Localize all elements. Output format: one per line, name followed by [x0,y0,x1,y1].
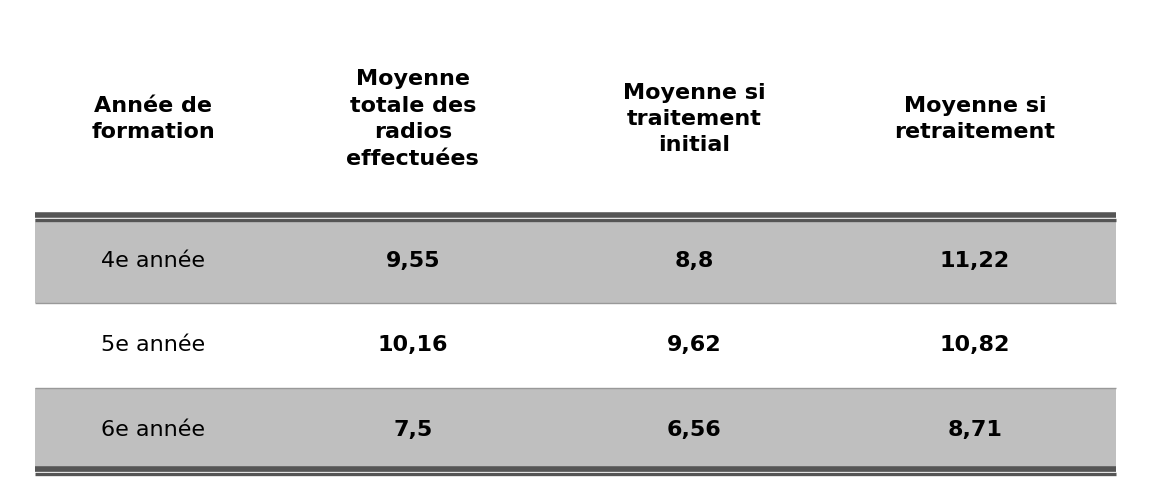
Text: Année de
formation: Année de formation [92,96,215,142]
Text: 4e année: 4e année [101,251,206,271]
Text: Moyenne
totale des
radios
effectuées: Moyenne totale des radios effectuées [346,69,480,169]
Text: Moyenne si
traitement
initial: Moyenne si traitement initial [622,82,765,155]
Text: 6,56: 6,56 [667,420,721,440]
Bar [34,388,1116,472]
Text: Moyenne si
retraitement: Moyenne si retraitement [895,96,1056,142]
Text: 6e année: 6e année [101,420,206,440]
Text: 8,8: 8,8 [674,251,714,271]
Text: 8,71: 8,71 [948,420,1003,440]
Bar [34,219,1116,303]
Text: 11,22: 11,22 [940,251,1010,271]
Text: 10,82: 10,82 [940,335,1010,356]
Text: 9,62: 9,62 [667,335,721,356]
Text: 5e année: 5e année [101,335,206,356]
Bar [34,303,1116,388]
Text: 7,5: 7,5 [393,420,432,440]
Text: 9,55: 9,55 [385,251,440,271]
Text: 10,16: 10,16 [377,335,448,356]
